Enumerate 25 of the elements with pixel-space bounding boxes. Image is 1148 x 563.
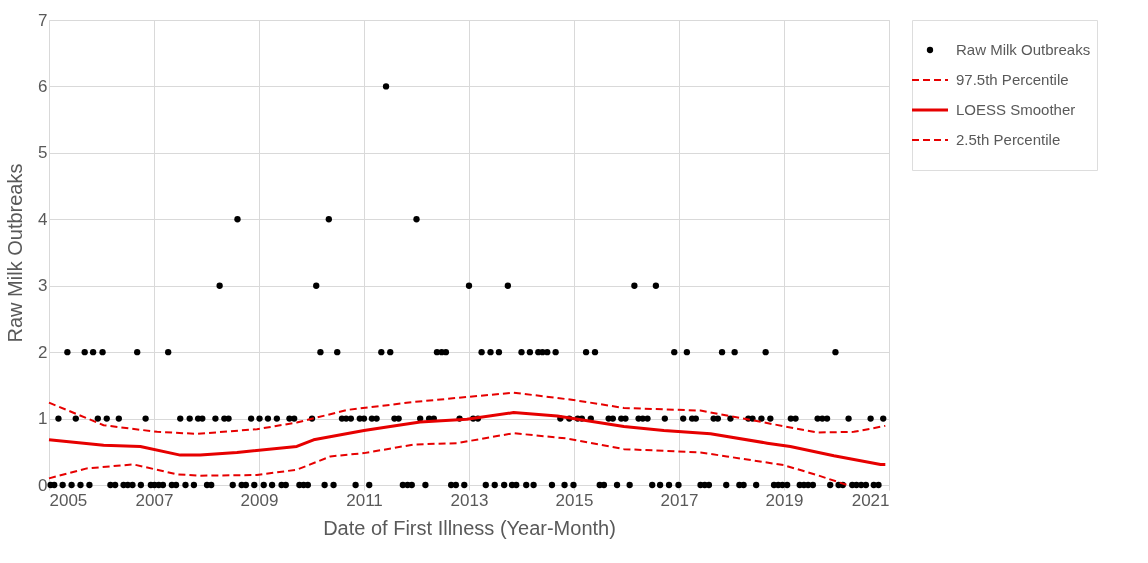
line-series [48,391,887,435]
x-tick-label: 2015 [555,490,594,510]
x-tick-label: 2007 [135,490,174,510]
x-tick-label: 2005 [49,490,88,510]
x-tick-label: 2013 [450,490,489,510]
x-tick-label: 2021 [851,490,890,510]
y-tick-label: 3 [38,276,48,296]
y-tick-label: 6 [38,76,48,96]
y-tick-label: 2 [38,342,48,362]
x-tick-label: 2009 [240,490,279,510]
y-tick-label: 7 [38,10,48,30]
x-tick-label: 2019 [765,490,804,510]
line-series [47,411,887,466]
legend-label: 2.5th Percentile [956,131,1061,148]
x-axis-title: Date of First Illness (Year-Month) [323,516,616,539]
y-tick-label: 4 [38,209,48,229]
legend-label: Raw Milk Outbreaks [956,41,1091,58]
y-tick-label: 1 [38,409,48,429]
x-tick-label: 2017 [660,490,699,510]
legend-label: 97.5th Percentile [956,71,1069,88]
x-tick-label: 2011 [346,490,383,510]
y-axis-title: Raw Milk Outbreaks [4,163,27,343]
y-tick-label: 0 [38,475,48,495]
legend-label: LOESS Smoother [956,101,1076,118]
y-tick-label: 5 [38,143,48,163]
